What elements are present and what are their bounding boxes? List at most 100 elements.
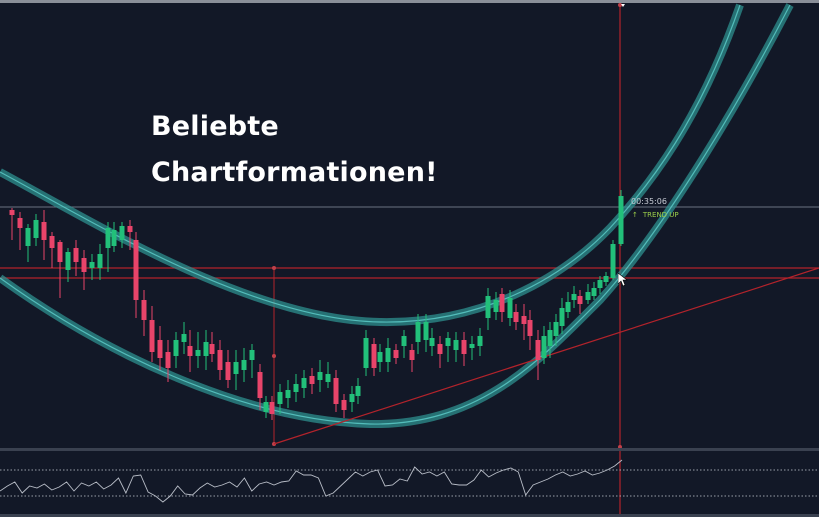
- candle-body: [65, 252, 71, 270]
- candle-body: [309, 376, 315, 384]
- candle-body: [203, 342, 209, 356]
- candle-body: [409, 350, 415, 360]
- anchor-dot: [272, 266, 276, 270]
- candle-body: [513, 312, 519, 322]
- candle-body: [263, 402, 269, 412]
- candle-body: [49, 236, 55, 248]
- candle-body: [355, 386, 361, 396]
- candle-body: [301, 378, 307, 388]
- oscillator-line: [0, 459, 623, 503]
- candle-body: [9, 210, 15, 215]
- candle-body: [393, 350, 399, 358]
- candle-body: [618, 196, 624, 244]
- candle-body: [461, 340, 467, 354]
- anchor-dot: [618, 3, 622, 7]
- candle-body: [195, 350, 201, 356]
- candle-body: [610, 244, 616, 278]
- candle-body: [423, 322, 429, 340]
- candle-body: [603, 276, 609, 282]
- candle-body: [257, 372, 263, 398]
- candle-body: [173, 340, 179, 356]
- bottom-border: [0, 514, 819, 517]
- candle-body: [507, 298, 513, 318]
- candle-body: [363, 338, 369, 368]
- candle-body: [249, 350, 255, 360]
- title-line-2: Chartformationen!: [151, 157, 438, 188]
- candle-body: [97, 254, 103, 268]
- candle-body: [33, 220, 39, 238]
- candle-body: [141, 300, 147, 320]
- candle-body: [89, 262, 95, 268]
- candle-body: [371, 344, 377, 368]
- trend-indicator: ↑ TREND UP: [632, 211, 679, 219]
- candle-body: [445, 338, 451, 346]
- candle-body: [127, 226, 133, 232]
- arrow-up-icon: ↑: [632, 211, 638, 219]
- candle-body: [527, 320, 533, 336]
- candle-body: [547, 330, 553, 346]
- chart-area[interactable]: [0, 3, 819, 517]
- candle-body: [233, 362, 239, 374]
- candle-body: [541, 336, 547, 358]
- candle-body: [293, 384, 299, 392]
- candle-body: [269, 402, 275, 414]
- candle-body: [571, 294, 577, 300]
- countdown-timer: 00:35:06: [631, 197, 667, 206]
- candle-body: [415, 322, 421, 342]
- channel-edge: [0, 4, 791, 425]
- candle-body: [333, 378, 339, 404]
- candle-body: [25, 228, 31, 246]
- candle-body: [277, 392, 283, 404]
- candle-body: [187, 346, 193, 356]
- candle-body: [73, 248, 79, 262]
- candle-body: [217, 350, 223, 370]
- marker-triangle-icon: [621, 4, 625, 7]
- candle-body: [41, 222, 47, 240]
- candle-body: [437, 344, 443, 354]
- candle-body: [119, 226, 125, 240]
- candle-body: [535, 340, 541, 360]
- candle-body: [317, 372, 323, 380]
- candle-body: [165, 352, 171, 368]
- candle-body: [577, 296, 583, 304]
- candle-body: [285, 390, 291, 398]
- candle-body: [401, 336, 407, 346]
- candle-body: [499, 294, 505, 312]
- candle-body: [349, 394, 355, 402]
- candle-body: [225, 362, 231, 380]
- candle-body: [133, 240, 139, 300]
- candle-body: [17, 218, 23, 228]
- candle-body: [105, 228, 111, 248]
- candle-body: [341, 400, 347, 410]
- candle-body: [565, 302, 571, 312]
- candle-body: [57, 242, 63, 262]
- candle-body: [385, 348, 391, 362]
- candle-body: [493, 300, 499, 312]
- candle-body: [241, 360, 247, 370]
- channel-edge: [0, 4, 741, 323]
- candle-body: [477, 336, 483, 346]
- pane-separator: [0, 448, 819, 451]
- candle-body: [585, 292, 591, 300]
- candle-body: [485, 296, 491, 318]
- candle-body: [559, 308, 565, 326]
- anchor-dot: [272, 354, 276, 358]
- candle-body: [453, 340, 459, 350]
- candle-body: [81, 258, 87, 272]
- candle-body: [469, 344, 475, 348]
- window-top-border: [0, 0, 819, 3]
- candle-body: [181, 334, 187, 342]
- trend-label: TREND UP: [642, 211, 679, 219]
- overlay-title: Beliebte Chartformationen!: [151, 104, 438, 196]
- title-line-1: Beliebte: [151, 111, 279, 142]
- candlestick-chart[interactable]: [0, 3, 819, 517]
- candle-body: [553, 322, 559, 336]
- candle-body: [209, 344, 215, 354]
- candle-body: [377, 352, 383, 362]
- candle-body: [111, 230, 117, 246]
- candle-body: [521, 316, 527, 324]
- candle-body: [429, 338, 435, 346]
- candle-body: [597, 280, 603, 288]
- candle-body: [591, 288, 597, 296]
- candle-body: [325, 374, 331, 382]
